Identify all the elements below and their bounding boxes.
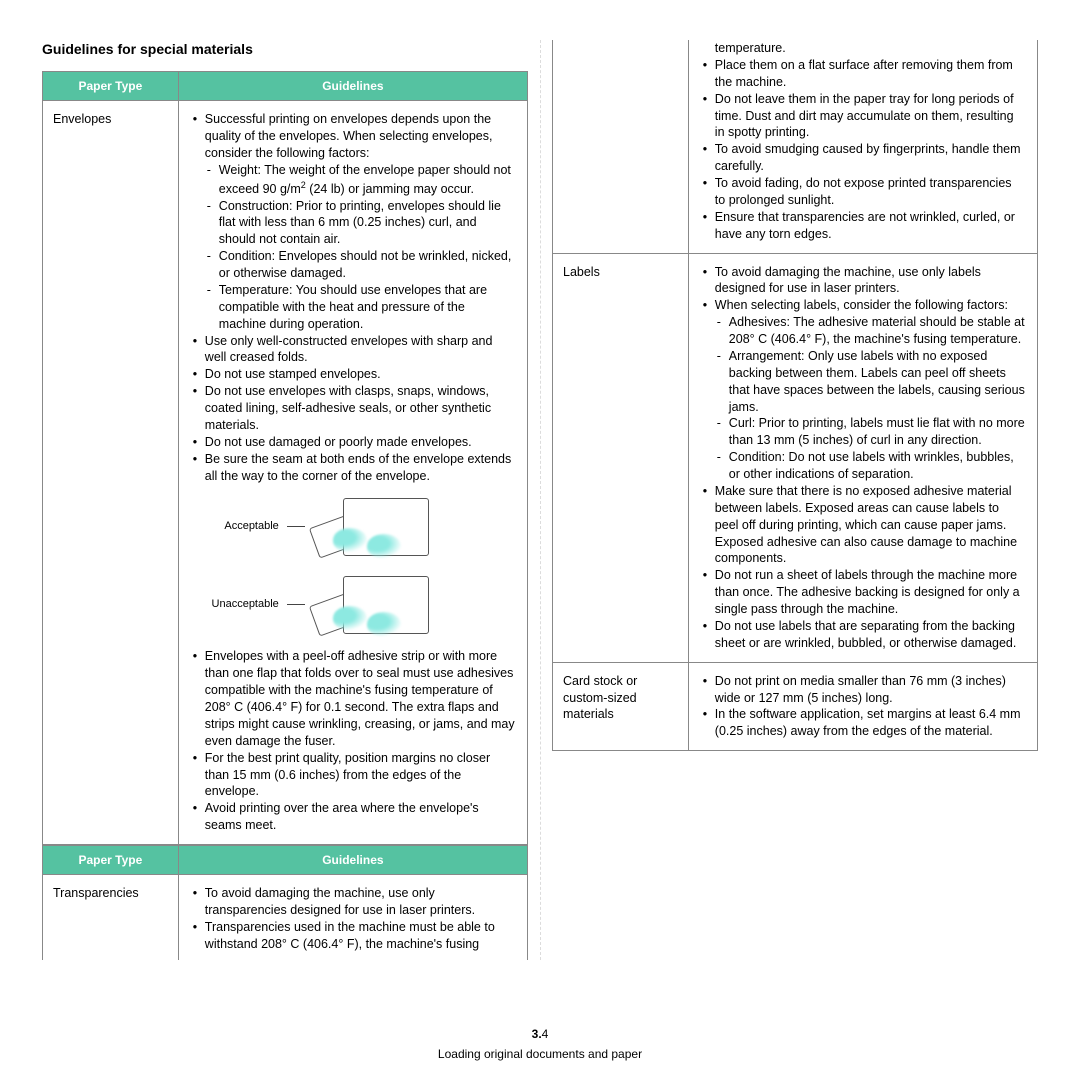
env-b7: Envelopes with a peel-off adhesive strip… (191, 648, 515, 749)
footer-caption: Loading original documents and paper (0, 1046, 1080, 1062)
paper-type-card-stock: Card stock or custom-sized materials (553, 662, 689, 751)
lb-condition: Condition: Do not use labels with wrinkl… (715, 449, 1025, 483)
lb-b4: Do not run a sheet of labels through the… (701, 567, 1025, 618)
diagram-leader-line (287, 526, 305, 527)
diagram-label-acceptable: Acceptable (201, 519, 279, 534)
env-b9: Avoid printing over the area where the e… (191, 800, 515, 834)
row-envelopes: Envelopes Successful printing on envelop… (43, 101, 528, 845)
cs-b1: Do not print on media smaller than 76 mm… (701, 673, 1025, 707)
cs-b2: In the software application, set margins… (701, 706, 1025, 740)
tr-b4: Do not leave them in the paper tray for … (701, 91, 1025, 142)
tr-b1: To avoid damaging the machine, use only … (191, 885, 515, 919)
tr-b7: Ensure that transparencies are not wrink… (701, 209, 1025, 243)
env-construction: Construction: Prior to printing, envelop… (205, 198, 515, 249)
env-b2: Use only well-constructed envelopes with… (191, 333, 515, 367)
env-weight-tail: (24 lb) or jamming may occur. (306, 182, 474, 196)
guidelines-labels: To avoid damaging the machine, use only … (688, 253, 1037, 662)
env-intro: Successful printing on envelopes depends… (205, 112, 493, 160)
guidelines-card-stock: Do not print on media smaller than 76 mm… (688, 662, 1037, 751)
row-card-stock: Card stock or custom-sized materials Do … (553, 662, 1038, 751)
paper-type-labels: Labels (553, 253, 689, 662)
col-guidelines: Guidelines (178, 846, 527, 875)
lb-adhesives: Adhesives: The adhesive material should … (715, 314, 1025, 348)
page-number: 4 (542, 1027, 549, 1041)
diagram-leader-line (287, 604, 305, 605)
col-paper-type: Paper Type (43, 846, 179, 875)
env-b3: Do not use stamped envelopes. (191, 366, 515, 383)
lb-arrangement: Arrangement: Only use labels with no exp… (715, 348, 1025, 416)
lb-b2: When selecting labels, consider the foll… (715, 298, 1008, 312)
guidelines-table-left: Paper Type Guidelines Envelopes Successf… (42, 71, 528, 845)
guidelines-envelopes: Successful printing on envelopes depends… (178, 101, 527, 845)
env-b4: Do not use envelopes with clasps, snaps,… (191, 383, 515, 434)
tr-b6: To avoid fading, do not expose printed t… (701, 175, 1025, 209)
col-paper-type: Paper Type (43, 71, 179, 100)
section-title: Guidelines for special materials (42, 40, 528, 59)
lb-b3: Make sure that there is no exposed adhes… (701, 483, 1025, 567)
envelope-diagram-acceptable: Acceptable (191, 492, 515, 560)
col-guidelines: Guidelines (178, 71, 527, 100)
envelope-diagram-unacceptable: Unacceptable (191, 570, 515, 638)
paper-type-envelopes: Envelopes (43, 101, 179, 845)
tr-b3: Place them on a flat surface after remov… (701, 57, 1025, 91)
page-footer: 3.4 Loading original documents and paper (0, 1026, 1080, 1062)
env-b6: Be sure the seam at both ends of the env… (191, 451, 515, 485)
env-temperature: Temperature: You should use envelopes th… (205, 282, 515, 333)
env-b8: For the best print quality, position mar… (191, 750, 515, 801)
tr-b5: To avoid smudging caused by fingerprints… (701, 141, 1025, 175)
env-b5: Do not use damaged or poorly made envelo… (191, 434, 515, 451)
page-chapter: 3. (532, 1027, 542, 1041)
lb-b1: To avoid damaging the machine, use only … (701, 264, 1025, 298)
lb-b5: Do not use labels that are separating fr… (701, 618, 1025, 652)
env-condition: Condition: Envelopes should not be wrink… (205, 248, 515, 282)
row-labels: Labels To avoid damaging the machine, us… (553, 253, 1038, 662)
lb-curl: Curl: Prior to printing, labels must lie… (715, 415, 1025, 449)
diagram-label-unacceptable: Unacceptable (201, 597, 279, 612)
